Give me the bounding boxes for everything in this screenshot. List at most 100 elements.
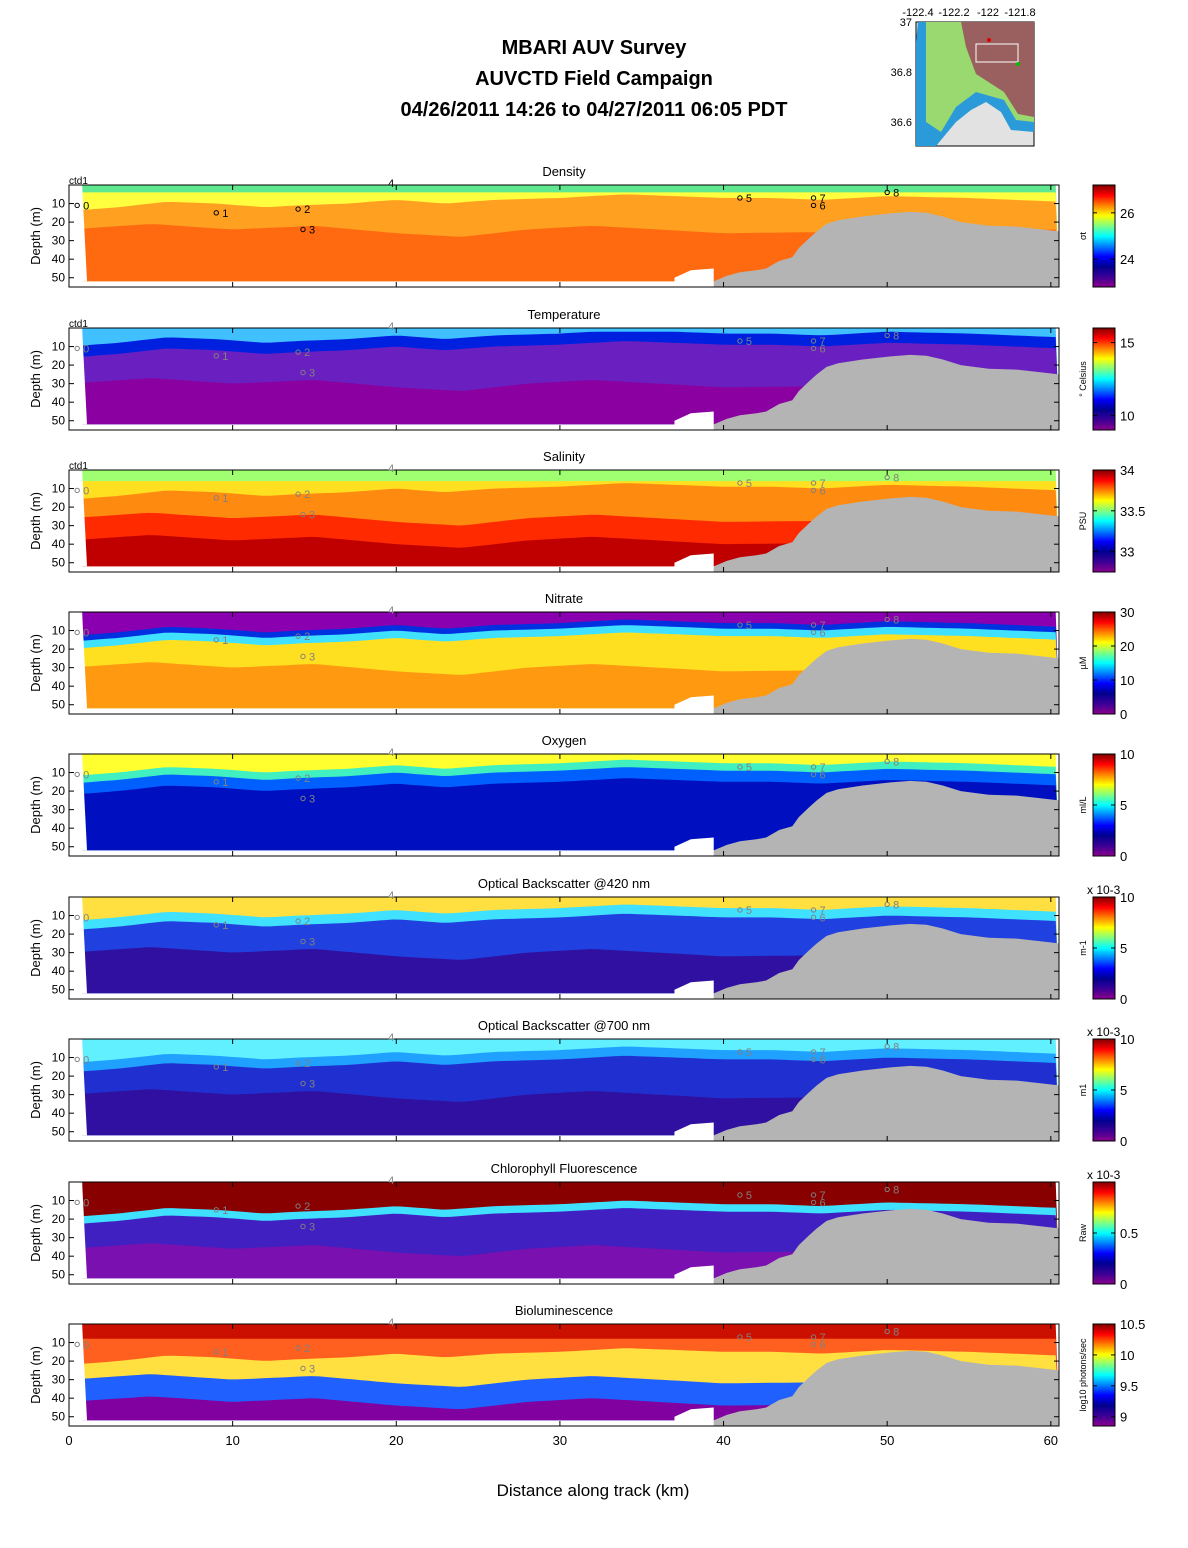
station-marker [810,914,817,921]
station-label: 0 [83,912,89,924]
unsampled-area [674,411,714,430]
y-tick-label: 10 [52,197,66,211]
station-label: 5 [746,762,752,774]
seafloor [713,923,1059,999]
station-label: 1 [222,208,228,220]
station-marker [810,487,817,494]
unsampled-area [69,993,1059,999]
colorbar-label: m1 [1078,1084,1088,1097]
station-marker [74,771,80,778]
colorbar-tick-label: 10 [1120,408,1134,423]
station-label: 7 [820,1190,826,1202]
station-label: 3 [309,937,315,949]
y-tick-label: 20 [52,927,66,941]
station-marker [884,1186,890,1193]
y-axis-label: Depth (m) [28,492,43,550]
station-label: 3 [309,225,315,237]
y-tick-label: 50 [52,983,66,997]
colorbar-tick-label: 34 [1120,463,1134,478]
station-label: 8 [893,330,899,342]
station-marker [74,202,80,209]
station-label: 0 [83,627,89,639]
x-tick-label: 10 [225,1433,239,1448]
y-tick-label: 30 [52,1088,66,1102]
panel-temperature: Temperature 10 20 30 40 50 Depth (m) ctd1 0 1 2 3 4 5… [28,307,1134,431]
plot-frame [68,1323,1060,1427]
station-marker [74,345,80,352]
station-marker [295,633,301,639]
station-label: 7 [820,336,826,348]
y-axis-label: Depth (m) [28,919,43,977]
station-label: 2 [304,631,310,643]
station-label: 0 [83,485,89,497]
station-marker [295,1345,301,1351]
y-axis-label: Depth (m) [28,776,43,834]
unsampled-area [69,470,87,567]
colorbar-exponent: x 10-3 [1087,1025,1121,1039]
start-marker [987,38,991,42]
station-label: 3 [309,1079,315,1091]
chart-title-line-3: 04/26/2011 14:26 to 04/27/2011 06:05 PDT [400,99,788,121]
y-tick-label: 10 [52,1336,66,1350]
station-label: 5 [746,1047,752,1059]
colorbar-label: PSU [1078,512,1088,531]
unsampled-area [674,695,714,714]
y-tick-label: 30 [52,377,66,391]
station-label: 1 [222,1205,228,1217]
station-marker [884,901,890,908]
station-marker [74,487,80,494]
colorbar-label: log10 photons/sec [1078,1338,1088,1412]
unsampled-area [674,1265,714,1284]
colorbar [1092,184,1116,288]
y-tick-label: 20 [52,500,66,514]
corner-label: ctd1 [69,461,88,472]
unsampled-area [69,281,1059,287]
corner-label: ctd1 [69,176,88,187]
station-marker [300,226,306,233]
plot-frame [68,327,1060,431]
station-label: 1 [222,1062,228,1074]
section-field [69,754,1059,856]
station-marker [300,1223,306,1230]
panel-optical-backscatter-420-nm: Optical Backscatter @420 nm1020304050Dep… [28,876,1134,1007]
station-label: 4 [388,178,394,190]
panel-title: Bioluminescence [515,1303,613,1318]
station-marker [810,195,817,201]
station-marker [295,491,301,497]
station-label: 7 [820,478,826,490]
station-label: 2 [304,1201,310,1213]
y-tick-label: 50 [52,698,66,712]
colorbar-tick-label: 30 [1120,605,1134,620]
plot-frame [68,753,1060,857]
station-label: 1 [222,351,228,363]
colorbar-tick-label: 9 [1120,1410,1127,1425]
y-tick-label: 50 [52,1268,66,1282]
colorbar [1092,469,1116,573]
station-marker [300,369,306,376]
station-marker [213,922,219,928]
y-tick-label: 40 [52,395,66,409]
panel-bioluminescence: Bioluminescence 10 20 30 40 50 Depth (m) 0 1 2 3 4 5… [28,1303,1145,1427]
station-marker [300,1080,306,1087]
x-axis: 0 10 20 30 40 50 60 Distance along track (km) [65,1433,1058,1500]
plot-frame [68,896,1060,1000]
colorbar-tick-label: 0 [1120,1134,1127,1149]
colorbar-label: µM [1078,657,1088,670]
map-lon-label: -122 [977,7,999,19]
y-tick-label: 40 [52,679,66,693]
survey-box [975,43,1019,63]
seafloor [713,354,1059,430]
y-tick-label: 30 [52,1231,66,1245]
station-marker [737,195,743,201]
plot-frame [68,469,1060,573]
station-label: 5 [746,620,752,632]
station-label: 8 [893,1041,899,1053]
panel-density: Density 10 20 30 40 50 Depth (m) ctd1 0 1 2 3 4 5 76 8 2… [28,164,1134,288]
station-marker [213,1349,219,1355]
y-tick-label: 40 [52,252,66,266]
station-marker [810,764,817,770]
y-tick-label: 20 [52,358,66,372]
station-label: 0 [83,1054,89,1066]
station-marker [737,622,743,628]
